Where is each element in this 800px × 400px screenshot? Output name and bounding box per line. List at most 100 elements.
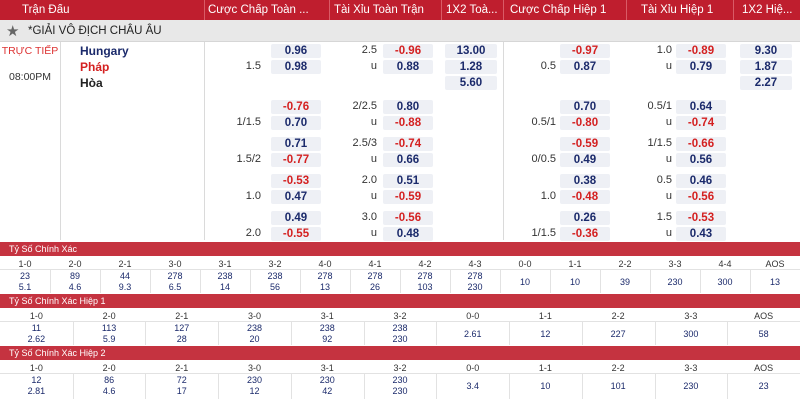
score-odds[interactable]: 6.5	[168, 282, 182, 292]
odds-cell[interactable]: -0.66	[676, 137, 726, 151]
score-odds[interactable]: 230	[467, 282, 483, 292]
score-odds[interactable]: 278	[317, 271, 333, 281]
odds-1x2-cell[interactable]: 1.87	[740, 60, 792, 74]
score-odds[interactable]: 23	[19, 271, 30, 281]
score-odds[interactable]: 2.61	[463, 329, 482, 339]
score-odds[interactable]: 42	[322, 386, 333, 396]
score-odds[interactable]: 44	[119, 271, 130, 281]
odds-cell[interactable]: -0.55	[271, 227, 321, 241]
score-odds[interactable]: 10	[540, 381, 551, 391]
score-odds[interactable]: 230	[392, 386, 408, 396]
odds-cell[interactable]: 0.49	[271, 211, 321, 225]
odds-cell[interactable]: 0.48	[383, 227, 433, 241]
odds-cell[interactable]: -0.48	[560, 190, 610, 204]
score-odds[interactable]: 4.6	[102, 386, 116, 396]
odds-1x2-cell[interactable]: 1.28	[445, 60, 497, 74]
odds-cell[interactable]: -0.56	[676, 190, 726, 204]
score-odds[interactable]: 238	[392, 323, 408, 333]
odds-cell[interactable]: 0.80	[383, 100, 433, 114]
score-odds[interactable]: 10	[569, 277, 580, 287]
odds-cell[interactable]: 0.70	[271, 116, 321, 130]
team-home[interactable]: Hungary	[80, 44, 129, 58]
score-odds[interactable]: 23	[758, 381, 769, 391]
score-odds[interactable]: 58	[758, 329, 769, 339]
score-odds[interactable]: 230	[667, 277, 683, 287]
score-odds[interactable]: 2.81	[27, 386, 46, 396]
score-odds[interactable]: 39	[619, 277, 630, 287]
score-odds[interactable]: 278	[417, 271, 433, 281]
score-odds[interactable]: 103	[417, 282, 433, 292]
team-away[interactable]: Pháp	[80, 60, 110, 74]
score-odds[interactable]: 17	[176, 386, 187, 396]
score-odds[interactable]: 238	[247, 323, 263, 333]
score-odds[interactable]: 238	[267, 271, 283, 281]
odds-cell[interactable]: -0.89	[676, 44, 726, 58]
score-odds[interactable]: 300	[683, 329, 699, 339]
odds-cell[interactable]: 0.66	[383, 153, 433, 167]
score-odds[interactable]: 20	[249, 334, 260, 344]
league-row[interactable]: ★ *GIẢI VÔ ĐỊCH CHÂU ÂU	[0, 20, 800, 42]
score-odds[interactable]: 230	[319, 375, 335, 385]
odds-cell[interactable]: 0.98	[271, 60, 321, 74]
score-odds[interactable]: 238	[217, 271, 233, 281]
col-handicap-h1[interactable]: Cược Chấp Hiệp 1	[510, 4, 607, 16]
odds-cell[interactable]: 0.49	[560, 153, 610, 167]
odds-cell[interactable]: -0.80	[560, 116, 610, 130]
col-1x2-h1[interactable]: 1X2 Hiệ...	[742, 4, 793, 16]
odds-cell[interactable]: 0.87	[560, 60, 610, 74]
score-odds[interactable]: 89	[69, 271, 80, 281]
col-ou-h1[interactable]: Tài Xỉu Hiệp 1	[641, 4, 714, 16]
score-odds[interactable]: 72	[176, 375, 187, 385]
score-odds[interactable]: 9.3	[118, 282, 132, 292]
odds-cell[interactable]: -0.76	[271, 100, 321, 114]
score-odds[interactable]: 300	[717, 277, 733, 287]
odds-cell[interactable]: 0.56	[676, 153, 726, 167]
score-odds[interactable]: 26	[369, 282, 380, 292]
odds-cell[interactable]: 0.51	[383, 174, 433, 188]
odds-1x2-cell[interactable]: 5.60	[445, 76, 497, 90]
odds-cell[interactable]: -0.96	[383, 44, 433, 58]
score-odds[interactable]: 101	[610, 381, 626, 391]
odds-cell[interactable]: 0.96	[271, 44, 321, 58]
odds-cell[interactable]: 0.46	[676, 174, 726, 188]
odds-1x2-cell[interactable]: 13.00	[445, 44, 497, 58]
odds-cell[interactable]: -0.53	[271, 174, 321, 188]
score-odds[interactable]: 4.6	[68, 282, 82, 292]
odds-cell[interactable]: -0.88	[383, 116, 433, 130]
score-odds[interactable]: 92	[322, 334, 333, 344]
odds-cell[interactable]: 0.88	[383, 60, 433, 74]
odds-cell[interactable]: -0.74	[676, 116, 726, 130]
col-match[interactable]: Trận Đấu	[22, 4, 70, 16]
col-ou-ft[interactable]: Tài Xỉu Toàn Trận	[334, 4, 424, 16]
score-odds[interactable]: 12	[249, 386, 260, 396]
score-odds[interactable]: 56	[269, 282, 280, 292]
col-1x2-ft[interactable]: 1X2 Toà...	[446, 4, 498, 16]
odds-cell[interactable]: -0.97	[560, 44, 610, 58]
score-odds[interactable]: 3.4	[466, 381, 479, 391]
score-odds[interactable]: 230	[392, 375, 408, 385]
odds-cell[interactable]: -0.59	[383, 190, 433, 204]
odds-cell[interactable]: -0.74	[383, 137, 433, 151]
score-odds[interactable]: 13	[769, 277, 780, 287]
score-odds[interactable]: 28	[176, 334, 187, 344]
odds-cell[interactable]: -0.56	[383, 211, 433, 225]
score-odds[interactable]: 2.62	[27, 334, 46, 344]
score-odds[interactable]: 278	[167, 271, 183, 281]
score-odds[interactable]: 11	[31, 323, 42, 333]
score-odds[interactable]: 278	[367, 271, 383, 281]
odds-cell[interactable]: -0.53	[676, 211, 726, 225]
star-icon[interactable]: ★	[6, 23, 20, 40]
odds-cell[interactable]: 0.70	[560, 100, 610, 114]
col-handicap-ft[interactable]: Cược Chấp Toàn ...	[208, 4, 309, 16]
score-odds[interactable]: 10	[519, 277, 530, 287]
score-odds[interactable]: 14	[219, 282, 230, 292]
score-odds[interactable]: 12	[31, 375, 42, 385]
odds-cell[interactable]: 0.38	[560, 174, 610, 188]
score-odds[interactable]: 230	[392, 334, 408, 344]
odds-cell[interactable]: 0.79	[676, 60, 726, 74]
score-odds[interactable]: 113	[101, 323, 117, 333]
odds-cell[interactable]: 0.47	[271, 190, 321, 204]
odds-cell[interactable]: 0.71	[271, 137, 321, 151]
odds-cell[interactable]: -0.77	[271, 153, 321, 167]
score-odds[interactable]: 230	[247, 375, 263, 385]
